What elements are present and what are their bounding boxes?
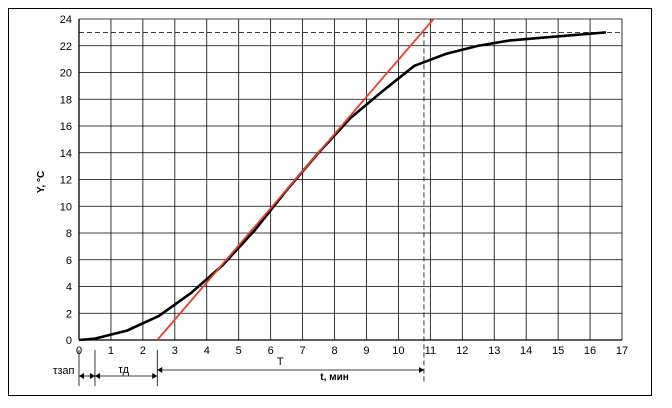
y-tick-label: 16: [60, 121, 72, 133]
x-tick-label: 9: [363, 345, 369, 357]
reference-lines: [78, 31, 622, 386]
T-arrow-head-left: [157, 367, 163, 373]
y-tick-label: 22: [60, 41, 72, 53]
tau-d-label: τд: [118, 364, 129, 376]
x-tick-label: 14: [520, 345, 532, 357]
tau-zap-arrow-head-left: [79, 373, 84, 379]
grid: [78, 18, 623, 341]
x-tick-label: 10: [392, 345, 404, 357]
annotations: τзап τд Tt, мин: [53, 356, 424, 383]
x-tick-label: 8: [331, 345, 337, 357]
x-tick-label: 16: [584, 345, 596, 357]
T-arrow-head-right: [418, 367, 424, 373]
x-tick-label: 5: [236, 345, 242, 357]
tau-zap-arrow-head-right: [89, 373, 95, 379]
tau-d-arrow-head-right: [152, 373, 158, 379]
y-tick-label: 24: [60, 14, 72, 26]
tick-labels: 0 1 2 3 4 5 6 7 8 9 10 11 12 13 14 15 16 1702468101214161…: [60, 14, 628, 357]
y-tick-label: 12: [60, 175, 72, 187]
y-axis-label: Y, °C: [36, 171, 47, 193]
y-tick-label: 6: [66, 255, 72, 267]
chart-frame: [8, 8, 652, 396]
x-tick-label: 12: [456, 345, 468, 357]
y-tick-label: 20: [60, 68, 72, 80]
tau-zap-label: τзап: [53, 365, 75, 377]
x-tick-label: 15: [552, 345, 564, 357]
x-tick-label: 7: [300, 345, 306, 357]
y-tick-label: 0: [66, 335, 72, 347]
x-tick-label: 6: [268, 345, 274, 357]
x-tick-label: 4: [204, 345, 210, 357]
tau-d-arrow-head-left: [94, 373, 100, 379]
tangent-line: [156, 18, 435, 341]
x-axis-label: t, мин: [320, 372, 348, 383]
T-label: T: [277, 356, 284, 368]
y-tick-label: 14: [60, 148, 72, 160]
x-tick-label: 17: [616, 345, 628, 357]
y-tick-label: 18: [60, 94, 72, 106]
x-tick-label: 11: [425, 345, 436, 357]
x-tick-label: 0: [76, 345, 82, 357]
x-tick-label: 13: [488, 345, 500, 357]
y-tick-label: 8: [66, 228, 72, 240]
y-tick-label: 10: [60, 201, 72, 213]
x-tick-label: 3: [172, 345, 178, 357]
response-curve: [78, 31, 607, 342]
series: [78, 18, 607, 342]
y-tick-label: 2: [66, 308, 72, 320]
x-tick-label: 2: [140, 345, 146, 357]
x-tick-label: 1: [108, 345, 114, 357]
y-tick-label: 4: [66, 282, 72, 294]
